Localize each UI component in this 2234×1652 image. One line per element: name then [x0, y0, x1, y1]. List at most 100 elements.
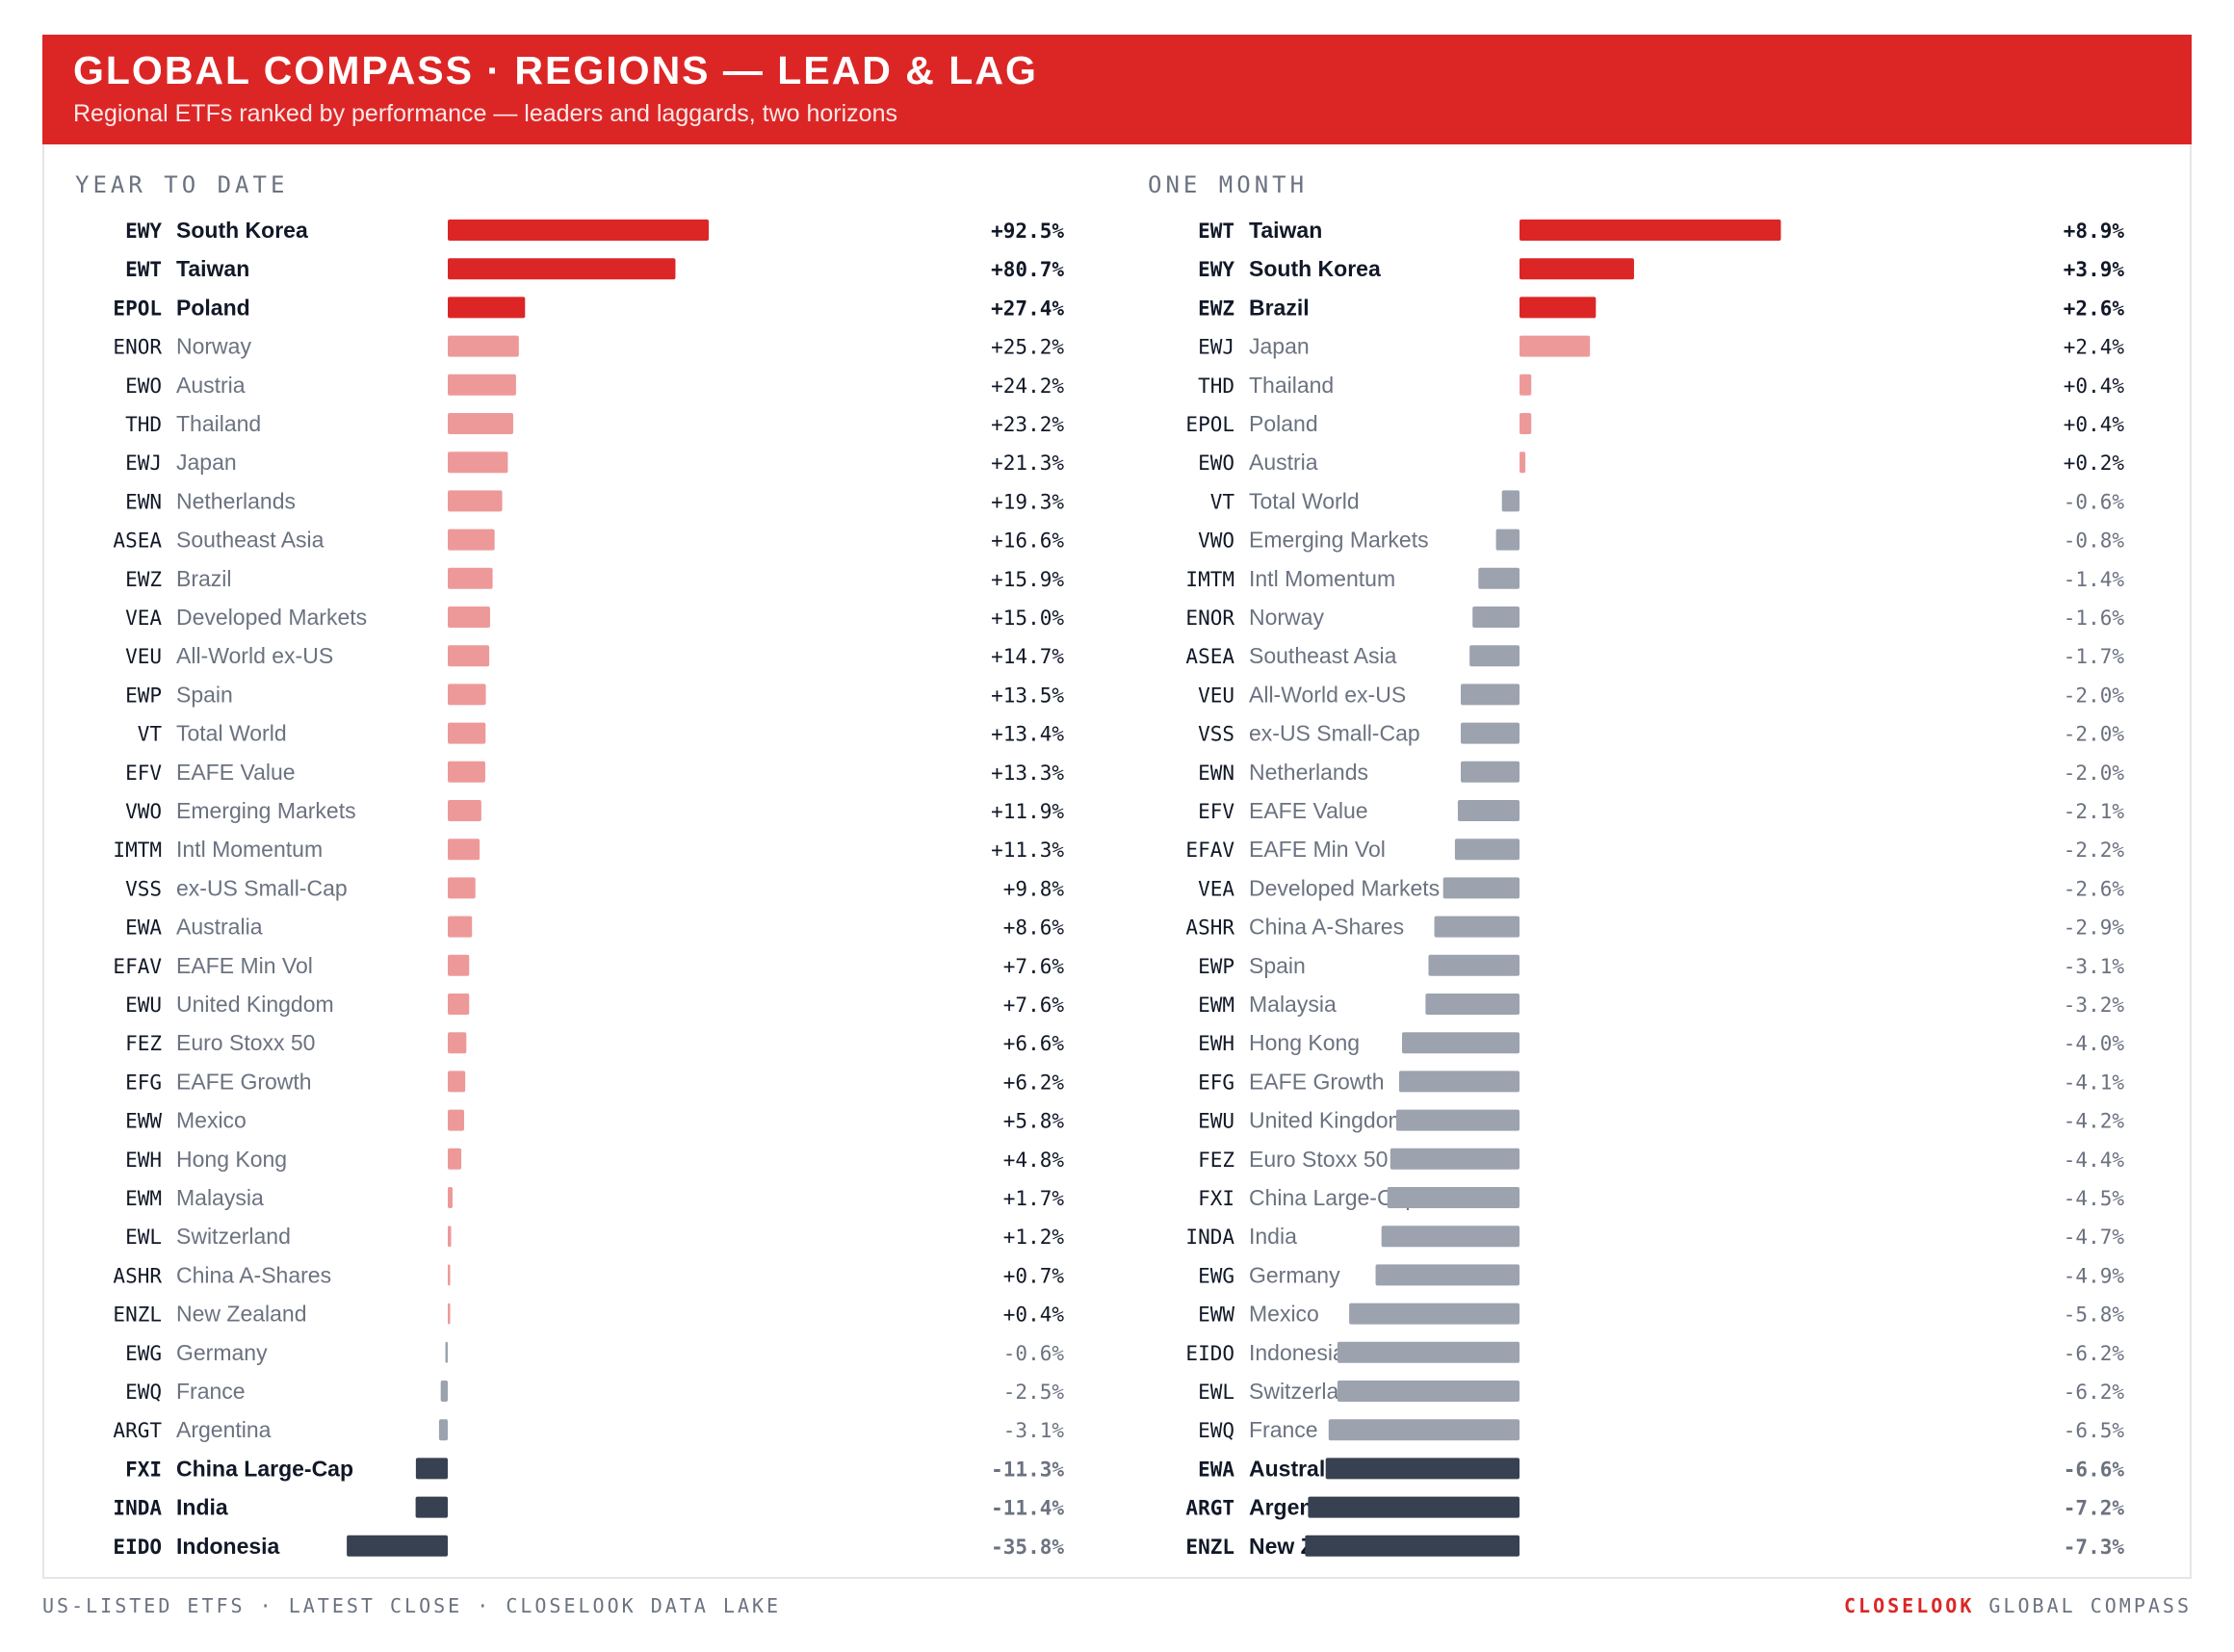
- row-value: +8.6%: [1003, 916, 1065, 940]
- bar-ewn: [1461, 761, 1520, 783]
- row-name: Japan: [176, 450, 237, 475]
- row-value: +24.2%: [991, 374, 1064, 398]
- row-value: +11.3%: [991, 839, 1064, 862]
- row-value: -0.6%: [2064, 490, 2125, 513]
- row-name: Switzerland: [176, 1224, 291, 1249]
- row-ticker: VEA: [125, 607, 162, 630]
- row-name: EAFE Min Vol: [176, 953, 313, 978]
- row-ticker: VT: [138, 723, 163, 746]
- row-ticker: EPOL: [113, 297, 162, 320]
- row-value: +5.8%: [1003, 1110, 1065, 1133]
- row-ticker: EWQ: [1198, 1419, 1234, 1442]
- row-name: Poland: [1249, 411, 1318, 436]
- row-name: Southeast Asia: [176, 528, 325, 553]
- bar-asea: [448, 529, 495, 551]
- row-ticker: INDA: [1185, 1226, 1234, 1249]
- row-value: +1.7%: [1003, 1187, 1065, 1210]
- bar-inda: [415, 1496, 448, 1518]
- row-ticker: VWO: [1198, 529, 1234, 553]
- bar-vwo: [1495, 529, 1520, 551]
- row-name: Spain: [1249, 953, 1306, 978]
- bar-ewo: [1520, 452, 1526, 474]
- row-value: -6.2%: [2064, 1381, 2125, 1404]
- bar-ewa: [448, 916, 473, 938]
- row-value: -6.2%: [2064, 1342, 2125, 1365]
- row-name: Argentina: [176, 1417, 272, 1442]
- row-ticker: EIDO: [113, 1536, 162, 1559]
- row-value: -2.0%: [2064, 761, 2125, 785]
- row-ticker: VEU: [1198, 684, 1234, 707]
- bar-ewz: [448, 567, 493, 589]
- row-name: United Kingdom: [1249, 1108, 1407, 1133]
- row-ticker: EWL: [1198, 1381, 1234, 1404]
- row-value: -11.3%: [991, 1458, 1064, 1481]
- row-value: -4.5%: [2064, 1187, 2125, 1210]
- bar-inda: [1381, 1226, 1520, 1248]
- row-ticker: FXI: [125, 1458, 162, 1481]
- row-ticker: EFAV: [1185, 839, 1234, 862]
- row-value: +0.2%: [2064, 452, 2125, 475]
- row-value: +6.6%: [1003, 1032, 1065, 1055]
- bar-enzl: [448, 1303, 451, 1325]
- row-value: +8.9%: [2064, 219, 2125, 243]
- row-name: Spain: [176, 682, 233, 707]
- row-name: Austria: [1249, 450, 1318, 475]
- row-name: United Kingdom: [176, 992, 334, 1017]
- row-value: +13.3%: [991, 761, 1064, 785]
- row-ticker: ASEA: [113, 529, 162, 553]
- row-name: Australia: [176, 915, 263, 940]
- row-ticker: THD: [1198, 374, 1234, 398]
- row-ticker: EWT: [125, 258, 162, 281]
- row-name: Austria: [176, 373, 246, 398]
- bar-ewj: [448, 452, 508, 474]
- bar-ewh: [1402, 1032, 1520, 1054]
- row-ticker: ENOR: [1185, 607, 1234, 630]
- footer-brand-suffix: GLOBAL COMPASS: [1974, 1594, 2192, 1617]
- bar-epol: [448, 297, 526, 319]
- row-name: EAFE Growth: [1249, 1069, 1385, 1094]
- row-name: Southeast Asia: [1249, 643, 1397, 668]
- bar-ewy: [1520, 258, 1634, 280]
- row-name: Total World: [176, 721, 287, 746]
- row-ticker: EWZ: [125, 568, 162, 591]
- row-name: South Korea: [176, 218, 308, 243]
- row-ticker: ENZL: [1185, 1536, 1234, 1559]
- bar-enzl: [1305, 1535, 1520, 1557]
- bar-ewq: [440, 1381, 448, 1402]
- chart-subtitle: Regional ETFs ranked by performance — le…: [73, 100, 897, 127]
- row-ticker: VT: [1210, 490, 1235, 513]
- bar-ewt: [1520, 219, 1781, 241]
- row-ticker: EWM: [125, 1187, 162, 1210]
- row-ticker: ARGT: [113, 1419, 162, 1442]
- row-ticker: EWG: [125, 1342, 162, 1365]
- row-ticker: EWU: [1198, 1110, 1234, 1133]
- row-value: -35.8%: [991, 1536, 1064, 1559]
- row-name: Total World: [1249, 488, 1360, 513]
- bar-efv: [1457, 800, 1520, 821]
- bar-ewu: [448, 994, 470, 1015]
- row-name: Mexico: [1249, 1302, 1319, 1327]
- row-ticker: EWG: [1198, 1264, 1234, 1287]
- row-name: China A-Shares: [176, 1262, 331, 1287]
- row-value: +14.7%: [991, 645, 1064, 668]
- row-value: -7.3%: [2064, 1536, 2125, 1559]
- row-name: Germany: [176, 1340, 268, 1365]
- row-value: +2.6%: [2064, 297, 2125, 320]
- row-ticker: EWN: [1198, 761, 1234, 785]
- row-name: All-World ex-US: [176, 643, 333, 668]
- row-value: -1.6%: [2064, 607, 2125, 630]
- row-value: +92.5%: [991, 219, 1064, 243]
- row-ticker: EWH: [1198, 1032, 1234, 1055]
- row-ticker: VEU: [125, 645, 162, 668]
- row-name: Taiwan: [1249, 218, 1322, 243]
- row-ticker: EWO: [125, 374, 162, 398]
- row-ticker: ENOR: [113, 336, 162, 359]
- bar-vea: [1442, 877, 1520, 899]
- bar-ewp: [1428, 954, 1520, 976]
- row-value: -2.0%: [2064, 684, 2125, 707]
- bar-ewq: [1328, 1419, 1520, 1441]
- row-ticker: EWL: [125, 1226, 162, 1249]
- row-ticker: EWH: [125, 1149, 162, 1172]
- bar-ewp: [448, 684, 486, 706]
